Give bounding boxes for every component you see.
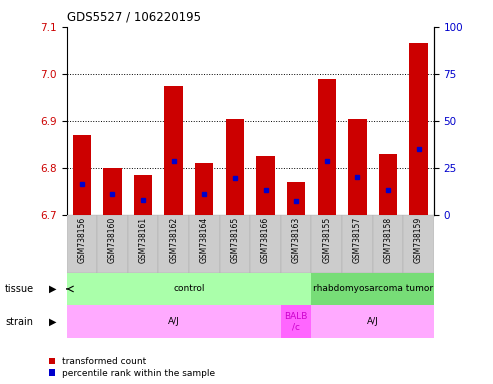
Text: GSM738162: GSM738162	[169, 217, 178, 263]
Bar	[72, 135, 91, 215]
Text: rhabdomyosarcoma tumor: rhabdomyosarcoma tumor	[313, 285, 433, 293]
Text: GSM738155: GSM738155	[322, 217, 331, 263]
Bar	[317, 79, 336, 215]
Bar	[67, 215, 97, 273]
Text: GSM738164: GSM738164	[200, 217, 209, 263]
Bar	[226, 119, 244, 215]
Text: strain: strain	[5, 316, 33, 327]
Text: control: control	[173, 285, 205, 293]
Bar	[250, 215, 281, 273]
Bar	[281, 215, 312, 273]
Text: A/J: A/J	[168, 317, 179, 326]
Text: GSM738158: GSM738158	[384, 217, 392, 263]
Text: GSM738160: GSM738160	[108, 217, 117, 263]
Bar	[195, 163, 213, 215]
Bar	[165, 86, 183, 215]
Bar	[128, 215, 158, 273]
Bar	[158, 215, 189, 273]
Bar	[342, 215, 373, 273]
Legend: transformed count, percentile rank within the sample: transformed count, percentile rank withi…	[49, 357, 215, 377]
Bar	[97, 215, 128, 273]
Bar	[312, 215, 342, 273]
Bar	[287, 182, 305, 215]
Text: GDS5527 / 106220195: GDS5527 / 106220195	[67, 10, 201, 23]
Bar	[219, 215, 250, 273]
Bar	[67, 273, 312, 305]
Bar	[379, 154, 397, 215]
Text: BALB
/c: BALB /c	[284, 312, 308, 331]
Text: ▶: ▶	[49, 316, 57, 327]
Bar	[403, 215, 434, 273]
Text: GSM738157: GSM738157	[353, 217, 362, 263]
Text: tissue: tissue	[5, 284, 34, 294]
Bar	[134, 175, 152, 215]
Bar	[281, 305, 312, 338]
Bar	[104, 168, 122, 215]
Text: ▶: ▶	[49, 284, 57, 294]
Bar	[373, 215, 403, 273]
Text: A/J: A/J	[367, 317, 379, 326]
Bar	[348, 119, 366, 215]
Text: GSM738163: GSM738163	[291, 217, 301, 263]
Bar	[67, 305, 281, 338]
Bar	[409, 43, 428, 215]
Text: GSM738156: GSM738156	[77, 217, 86, 263]
Text: GSM738165: GSM738165	[230, 217, 240, 263]
Bar	[312, 273, 434, 305]
Bar	[312, 305, 434, 338]
Bar	[189, 215, 219, 273]
Text: GSM738159: GSM738159	[414, 217, 423, 263]
Bar	[256, 156, 275, 215]
Text: GSM738161: GSM738161	[139, 217, 147, 263]
Text: GSM738166: GSM738166	[261, 217, 270, 263]
